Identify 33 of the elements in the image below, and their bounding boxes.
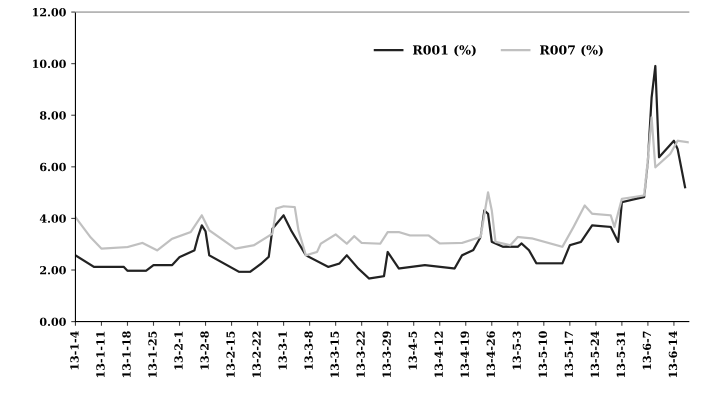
x-tick-label: 13-3-29: [382, 331, 391, 378]
x-tick-label: 13-4-12: [434, 332, 443, 378]
x-tick-label: 13-2-8: [200, 331, 209, 370]
y-tick-label: 4.00: [40, 214, 66, 223]
y-tick-label: 2.00: [40, 266, 66, 274]
y-tick-label: 10.00: [32, 60, 66, 68]
y-tick-label: 0.00: [40, 318, 66, 326]
x-tick-label: 13-5-24: [590, 331, 600, 378]
x-tick-label: 13-5-31: [616, 332, 626, 378]
x-tick-label: 13-2-1: [174, 332, 183, 370]
x-tick-label: 13-3-1: [278, 332, 287, 370]
x-tick-label: 13-6-14: [668, 331, 678, 378]
y-tick-label: 12.00: [32, 8, 66, 16]
x-tick-label: 13-4-26: [486, 331, 495, 378]
x-tick-label: 13-4-19: [460, 331, 469, 378]
x-tick-label: 13-1-11: [96, 332, 105, 378]
x-tick-label: 13-5-10: [538, 331, 548, 378]
legend-label: R001 (%): [412, 44, 476, 56]
x-tick-label: 13-1-25: [148, 331, 157, 378]
y-tick-label: 8.00: [40, 111, 66, 120]
x-tick-label: 13-6-7: [642, 332, 652, 370]
x-tick-label: 13-1-18: [122, 331, 131, 378]
x-tick-label: 13-3-22: [356, 332, 365, 378]
x-tick-label: 13-4-5: [408, 331, 417, 370]
x-tick-label: 13-5-3: [512, 331, 522, 370]
legend-label: R007 (%): [540, 44, 603, 56]
x-tick-label: 13-2-22: [252, 332, 261, 378]
x-tick-label: 13-3-15: [330, 331, 339, 378]
x-tick-label: 13-3-8: [304, 331, 313, 370]
x-tick-label: 13-5-17: [564, 332, 574, 378]
x-tick-label: 13-1-4: [70, 331, 79, 370]
x-tick-label: 13-2-15: [226, 331, 235, 378]
y-tick-label: 6.00: [40, 162, 66, 172]
